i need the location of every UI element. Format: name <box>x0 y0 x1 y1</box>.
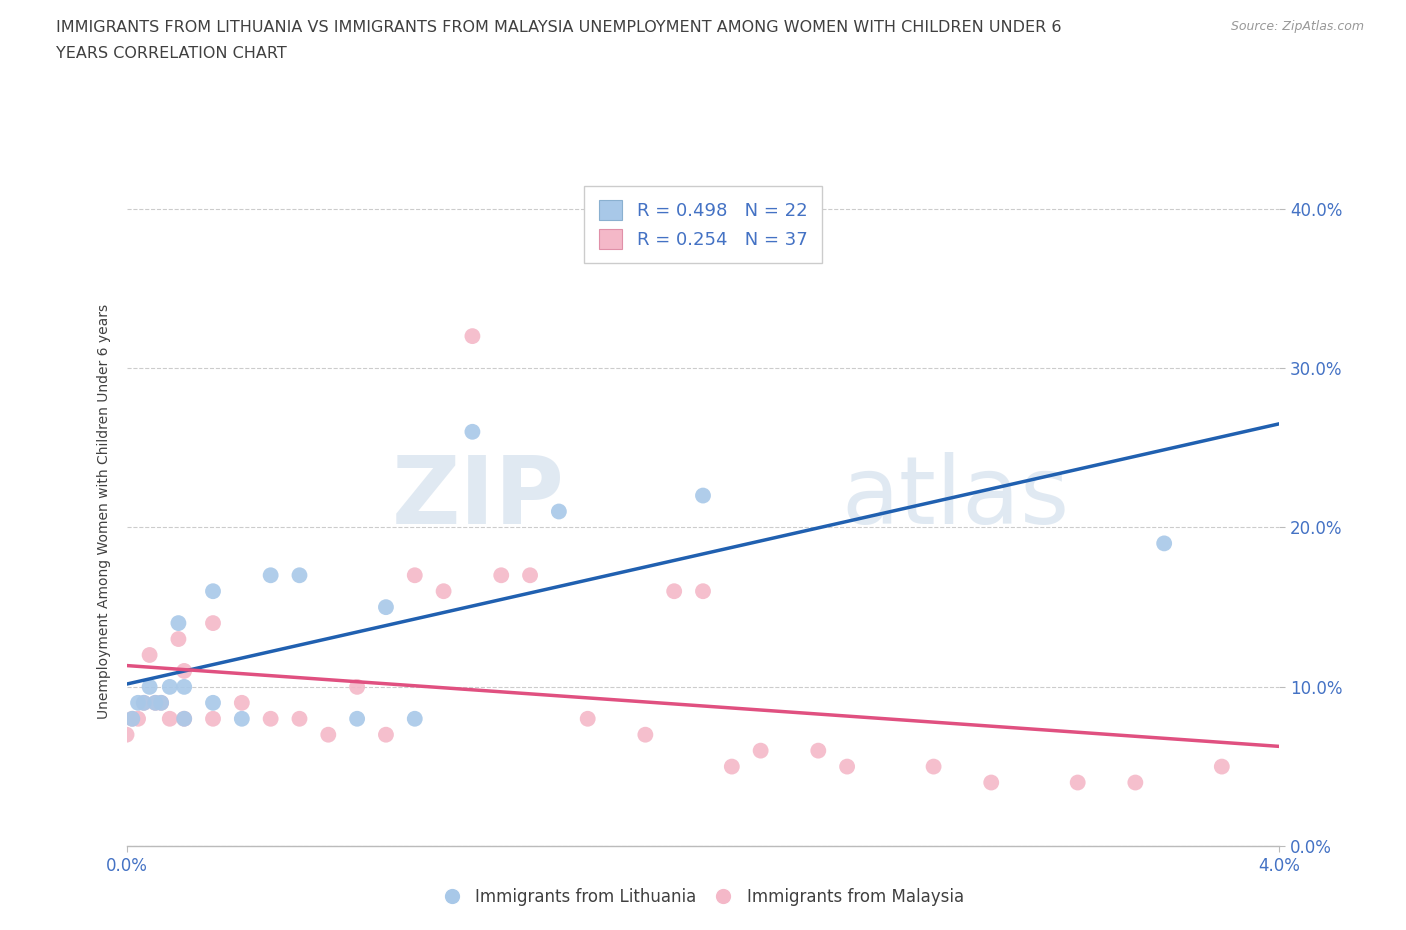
Point <box>202 584 225 599</box>
Point <box>150 696 173 711</box>
Point <box>150 696 173 711</box>
Point <box>159 711 181 726</box>
Point <box>127 696 149 711</box>
Point <box>433 584 456 599</box>
Point <box>807 743 830 758</box>
Point <box>173 680 195 695</box>
Point <box>489 568 512 583</box>
Point <box>173 711 195 726</box>
Point <box>720 759 742 774</box>
Point <box>145 696 166 711</box>
Point <box>159 680 181 695</box>
Point <box>835 759 858 774</box>
Point <box>346 680 368 695</box>
Point <box>316 727 339 742</box>
Text: YEARS CORRELATION CHART: YEARS CORRELATION CHART <box>56 46 287 61</box>
Point <box>132 696 155 711</box>
Point <box>115 727 138 742</box>
Point <box>922 759 945 774</box>
Point <box>374 727 396 742</box>
Point <box>202 696 225 711</box>
Point <box>138 647 160 662</box>
Point <box>692 488 714 503</box>
Point <box>404 568 426 583</box>
Point <box>461 328 484 343</box>
Point <box>519 568 541 583</box>
Point <box>461 424 484 439</box>
Point <box>288 568 311 583</box>
Point <box>202 616 225 631</box>
Point <box>202 711 225 726</box>
Text: IMMIGRANTS FROM LITHUANIA VS IMMIGRANTS FROM MALAYSIA UNEMPLOYMENT AMONG WOMEN W: IMMIGRANTS FROM LITHUANIA VS IMMIGRANTS … <box>56 20 1062 35</box>
Point <box>692 584 714 599</box>
Legend: R = 0.498   N = 22, R = 0.254   N = 37: R = 0.498 N = 22, R = 0.254 N = 37 <box>585 186 821 263</box>
Point <box>346 711 368 726</box>
Point <box>547 504 569 519</box>
Point <box>173 663 195 678</box>
Point <box>1066 775 1088 790</box>
Text: atlas: atlas <box>841 452 1070 544</box>
Legend: Immigrants from Lithuania, Immigrants from Malaysia: Immigrants from Lithuania, Immigrants fr… <box>436 881 970 912</box>
Point <box>145 696 166 711</box>
Point <box>173 711 195 726</box>
Point <box>576 711 599 726</box>
Point <box>167 631 190 646</box>
Point <box>1211 759 1233 774</box>
Point <box>404 711 426 726</box>
Point <box>259 711 281 726</box>
Point <box>132 696 155 711</box>
Point <box>1125 775 1147 790</box>
Point <box>167 616 190 631</box>
Point <box>259 568 281 583</box>
Y-axis label: Unemployment Among Women with Children Under 6 years: Unemployment Among Women with Children U… <box>97 304 111 719</box>
Point <box>634 727 657 742</box>
Point <box>121 711 143 726</box>
Point <box>749 743 772 758</box>
Point <box>138 680 160 695</box>
Point <box>231 711 253 726</box>
Point <box>980 775 1002 790</box>
Point <box>664 584 686 599</box>
Point <box>127 711 149 726</box>
Point <box>374 600 396 615</box>
Point <box>231 696 253 711</box>
Point <box>1153 536 1175 551</box>
Text: ZIP: ZIP <box>392 452 565 544</box>
Point <box>288 711 311 726</box>
Point <box>121 711 143 726</box>
Text: Source: ZipAtlas.com: Source: ZipAtlas.com <box>1230 20 1364 33</box>
